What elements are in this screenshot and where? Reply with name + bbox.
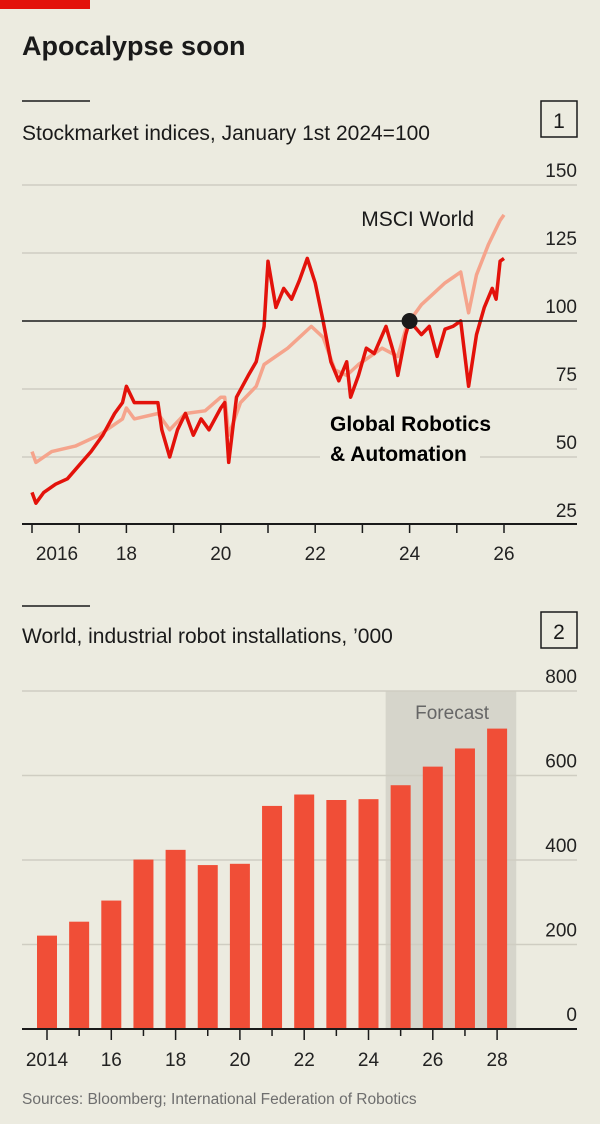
bar-chart: Forecast 800 600 400 200 0 2014 16 18 20 22 24 26 28 (22, 667, 577, 1071)
figure-title: Apocalypse soon (22, 31, 246, 61)
x-tick-label: 18 (116, 544, 137, 565)
bar-2019 (197, 865, 218, 1029)
x-tick-label: 22 (305, 544, 326, 565)
y-tick-label: 150 (545, 161, 577, 182)
x-tick-label: 24 (358, 1050, 380, 1071)
bar-2025 (390, 785, 411, 1029)
bar-2022 (294, 794, 315, 1029)
chart2-title: World, industrial robot installations, ’… (22, 625, 393, 648)
robotics-label-line1: Global Robotics (330, 413, 491, 436)
y-tick-label: 50 (556, 433, 577, 454)
x-tick-label: 16 (101, 1050, 122, 1071)
bar-2014 (37, 935, 57, 1029)
base-date-marker (401, 313, 418, 329)
x-tick-label: 24 (399, 544, 421, 565)
y-tick-label: 125 (545, 229, 577, 250)
robotics-label-line2: & Automation (330, 443, 467, 466)
chart1-number-box (540, 100, 578, 138)
x-tick-label: 2016 (36, 544, 78, 565)
chart2-number-box (540, 611, 578, 649)
chart1-title: Stockmarket indices, January 1st 2024=10… (22, 122, 430, 145)
y-tick-label: 600 (545, 752, 577, 773)
y-tick-label: 25 (556, 501, 577, 522)
y-tick-label: 200 (545, 921, 577, 942)
chart1-number: 1 (553, 110, 565, 133)
y-tick-label: 800 (545, 667, 577, 688)
y-tick-label: 100 (545, 297, 577, 318)
bar-2017 (133, 859, 154, 1029)
x-tick-label: 20 (229, 1050, 250, 1071)
bar-2023 (326, 800, 347, 1029)
y-tick-label: 400 (545, 836, 577, 857)
bar-2027 (454, 748, 475, 1029)
y-tick-label: 75 (556, 365, 577, 386)
bar-2015 (69, 921, 90, 1029)
forecast-label: Forecast (415, 703, 490, 724)
line-chart: 150 125 100 75 50 25 2016 18 20 22 24 26 (22, 161, 577, 565)
bar-2028 (487, 728, 508, 1029)
bar-2026 (422, 766, 443, 1029)
y-tick-label: 0 (566, 1005, 577, 1026)
msci-world-line (30, 213, 506, 465)
bar-2021 (262, 805, 283, 1029)
robotics-line (30, 256, 506, 505)
source-note: Sources: Bloomberg; International Federa… (22, 1091, 417, 1108)
label-backdrop (320, 412, 480, 468)
x-tick-label: 22 (294, 1050, 315, 1071)
x-tick-label: 2014 (26, 1050, 69, 1071)
bar-2020 (229, 863, 250, 1029)
x-tick-label: 26 (422, 1050, 443, 1071)
x-tick-label: 28 (487, 1050, 508, 1071)
bar-2024 (358, 799, 379, 1029)
x-tick-label: 26 (493, 544, 514, 565)
x-tick-label: 18 (165, 1050, 186, 1071)
brand-red-tab (0, 0, 90, 9)
bar-2016 (101, 900, 122, 1029)
msci-world-label: MSCI World (361, 208, 474, 231)
chart2-number: 2 (553, 621, 565, 644)
bar-2018 (165, 849, 186, 1029)
x-tick-label: 20 (210, 544, 231, 565)
